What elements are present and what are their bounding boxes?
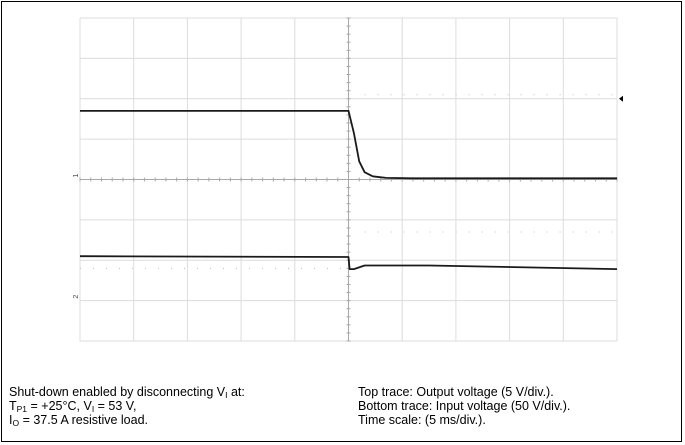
channel-marker-1: 1 (73, 173, 80, 177)
input-voltage-trace (79, 255, 618, 270)
traces (79, 110, 618, 270)
output-voltage-trace (80, 110, 617, 180)
oscilloscope-plot: 12 (73, 17, 623, 342)
caption-traces: Top trace: Output voltage (5 V/div.). Bo… (358, 385, 570, 427)
caption-left-line-3: IO = 37.5 A resistive load. (9, 413, 149, 428)
caption-top-trace: Top trace: Output voltage (5 V/div.). (358, 385, 554, 399)
caption-bottom-trace: Bottom trace: Input voltage (50 V/div.). (358, 399, 571, 413)
caption-left-line-1: Shut-down enabled by disconnecting VI at… (9, 385, 245, 400)
channel-markers: 12 (73, 95, 623, 299)
trigger-level-icon (619, 95, 623, 102)
grid (79, 17, 618, 342)
caption-time-scale: Time scale: (5 ms/div.). (358, 413, 486, 427)
caption-conditions: Shut-down enabled by disconnecting VI at… (9, 385, 245, 427)
caption-left-line-2: TP1 = +25°C, VI = 53 V, (9, 399, 137, 414)
channel-marker-2: 2 (73, 295, 80, 299)
